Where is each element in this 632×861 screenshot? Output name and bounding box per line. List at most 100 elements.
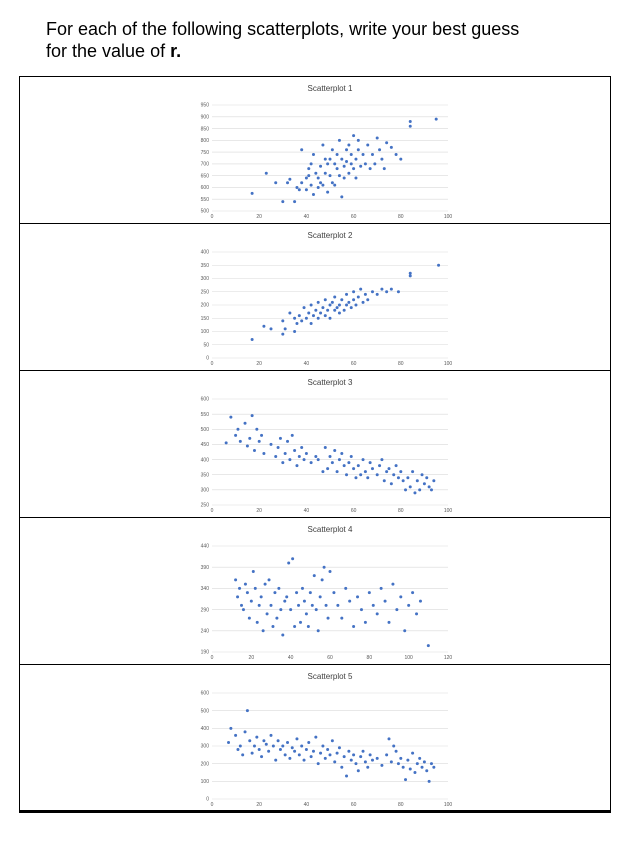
data-point [366,143,370,147]
data-point [342,464,346,468]
data-point [335,167,339,171]
data-point [326,308,330,312]
data-point [407,603,411,607]
data-point [316,316,320,320]
data-point [300,148,304,152]
x-tick-label: 60 [351,361,357,367]
data-point [287,561,291,565]
y-tick-label: 600 [201,185,210,191]
data-point [304,748,308,752]
x-tick-label: 40 [304,361,310,367]
data-point [389,482,393,486]
data-point [271,744,275,748]
data-point [408,274,412,278]
x-tick-label: 0 [211,802,214,808]
data-point [318,595,322,599]
data-point [337,311,341,315]
y-tick-label: 100 [201,329,210,335]
x-tick-label: 100 [404,655,413,661]
data-point [314,608,318,612]
data-point [302,306,306,310]
x-tick-label: 0 [211,361,214,367]
data-point [425,476,429,480]
data-point [281,200,285,204]
data-point [309,461,313,465]
data-point [352,298,356,302]
y-tick-label: 440 [201,544,210,550]
data-point [243,582,247,586]
data-point [324,603,328,607]
x-tick-label: 60 [351,802,357,808]
data-point [293,448,297,452]
data-point [262,739,266,743]
data-point [304,452,308,456]
y-tick-label: 650 [201,173,210,179]
data-point [359,287,363,291]
data-point [389,145,393,149]
data-point [293,330,297,333]
data-point [378,148,382,152]
data-point [286,439,290,443]
data-point [323,314,327,318]
data-point [300,586,304,590]
x-tick-label: 80 [398,508,404,514]
data-point [413,491,417,495]
data-point [370,758,374,762]
data-point [312,574,316,578]
data-point [347,171,351,175]
table-row: Scatterplot 1 500 550 600 650 700 750 800 850 900… [19,76,611,224]
y-tick-label: 100 [201,779,210,785]
data-point [281,319,285,323]
y-tick-label: 340 [201,586,210,592]
data-point [385,290,389,294]
data-point [342,176,346,180]
data-point [429,762,433,766]
data-point [359,164,363,168]
data-point [255,735,259,739]
data-point [359,608,363,612]
data-point [241,753,245,757]
data-point [323,298,327,302]
data-point [295,737,299,741]
data-point [326,162,330,166]
data-point [352,134,356,138]
chart-title: Scatterplot 3 [308,378,353,387]
data-point [340,157,344,161]
data-point [236,748,240,752]
y-tick-label: 900 [201,114,210,120]
data-point [363,760,367,764]
data-point [288,311,292,315]
data-point [366,476,370,480]
data-point [404,488,408,492]
data-point [275,616,279,620]
data-point [336,603,340,607]
data-point [406,758,410,762]
data-point [328,157,332,161]
data-point [337,303,341,307]
data-point [306,625,310,629]
data-point [373,162,377,166]
data-point [380,157,384,161]
data-point [250,337,254,341]
data-point [356,769,360,773]
instruction-text: For each of the following scatterplots, … [46,18,519,62]
data-point [383,599,387,603]
data-point [234,733,238,737]
data-point [361,300,365,304]
data-point [234,433,238,437]
data-point [326,616,330,620]
data-point [249,599,253,603]
scatterplot-cell: Scatterplot 1 500 550 600 650 700 750 800 850 900… [19,76,611,224]
x-tick-label: 0 [211,508,214,514]
data-point [326,748,330,752]
data-point [293,316,297,320]
data-point [300,181,304,185]
data-point [269,733,273,737]
data-point [269,327,273,331]
chart-title: Scatterplot 5 [308,672,353,681]
data-point [297,455,301,459]
data-point [328,174,332,178]
scatterplot-2-chart: Scatterplot 2 0 50 100 150 200 250 300 350 400 0 20… [201,231,453,367]
data-point [385,753,389,757]
data-point [396,762,400,766]
